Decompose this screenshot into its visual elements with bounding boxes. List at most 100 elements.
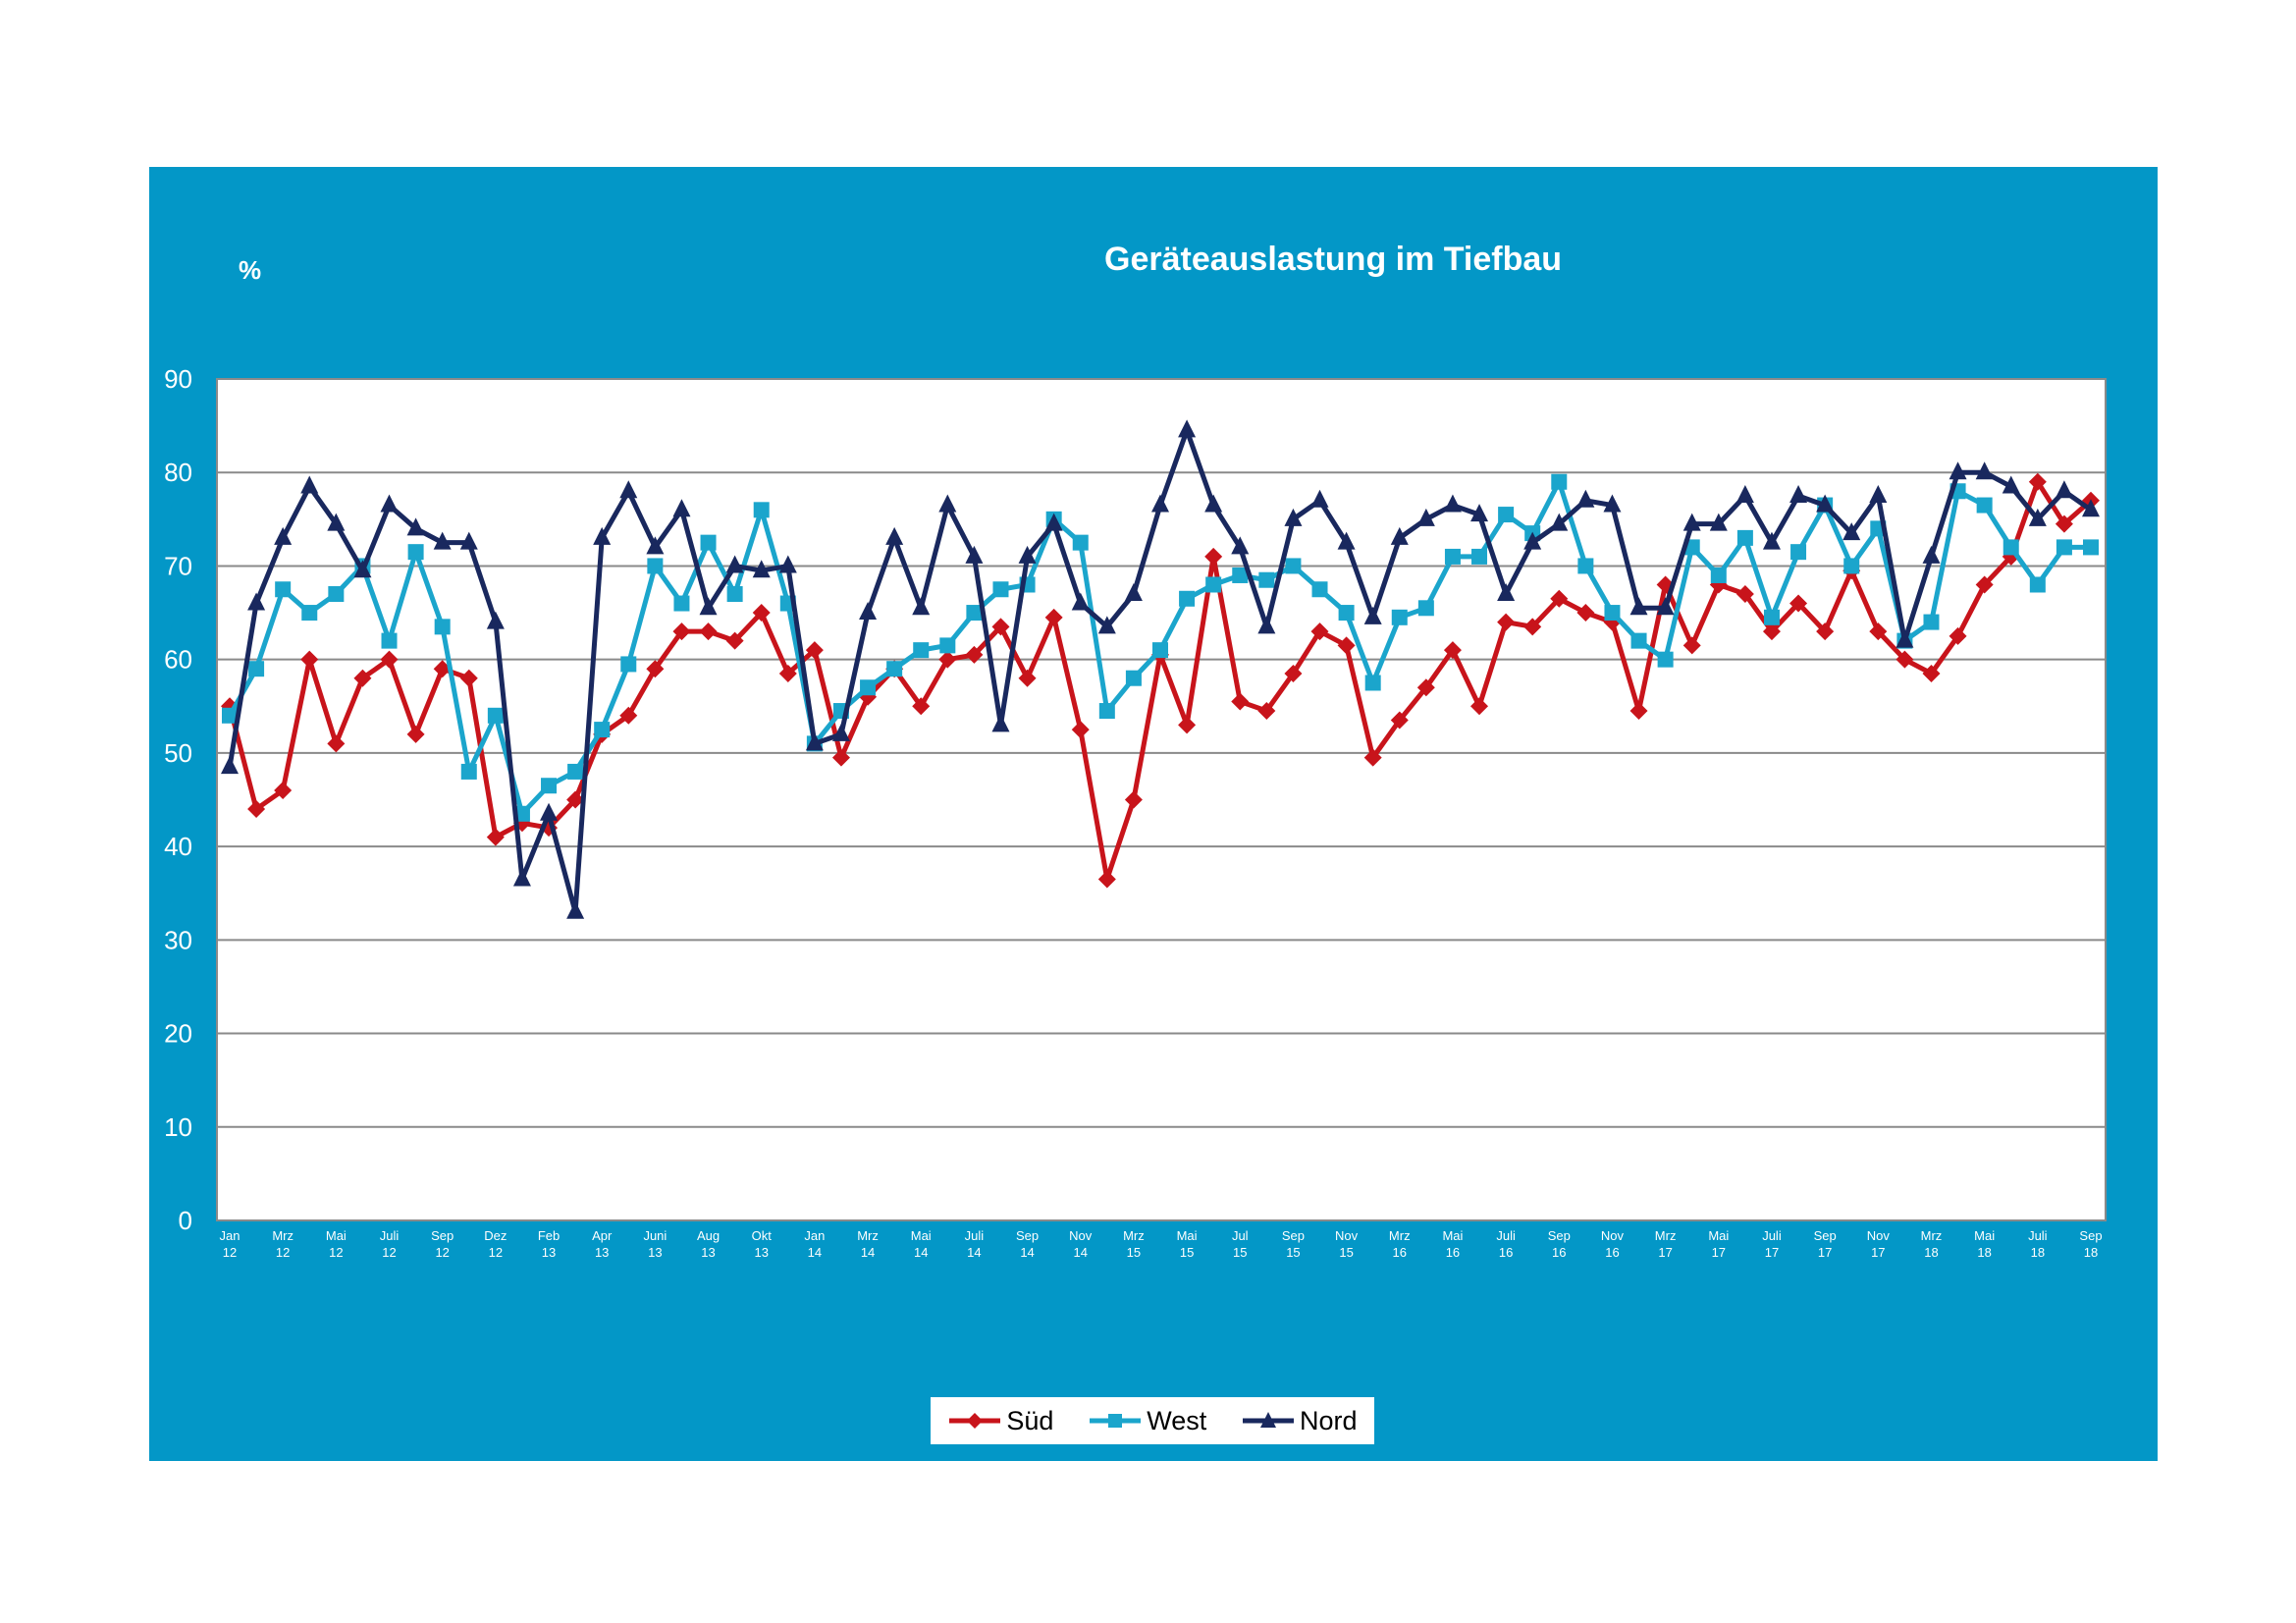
data-point (327, 734, 346, 753)
data-point (1709, 513, 1728, 531)
data-point (1044, 608, 1063, 626)
data-point (1498, 507, 1515, 523)
data-point (1311, 581, 1328, 598)
x-tick-label: 17 (1765, 1245, 1779, 1260)
y-tick-label: 0 (179, 1206, 192, 1235)
x-tick-label: 17 (1818, 1245, 1832, 1260)
x-tick-label: Nov (1335, 1228, 1359, 1243)
data-point (247, 800, 266, 819)
data-point (1417, 600, 1434, 617)
data-point (913, 642, 930, 659)
legend-square-icon (1090, 1414, 1142, 1428)
x-tick-label: Jan (220, 1228, 240, 1243)
x-tick-label: Sep (1016, 1228, 1039, 1243)
data-point (1682, 513, 1701, 531)
data-point (1125, 670, 1142, 686)
data-point (2056, 539, 2072, 556)
data-point (434, 619, 451, 635)
x-tick-label: Juli (380, 1228, 400, 1243)
x-tick-label: 18 (1977, 1245, 1991, 1260)
x-tick-label: 14 (861, 1245, 875, 1260)
x-tick-label: 15 (1339, 1245, 1353, 1260)
data-point (1152, 642, 1168, 659)
data-point (646, 536, 665, 555)
data-point (992, 581, 1009, 598)
x-tick-label: 12 (435, 1245, 449, 1260)
data-point (353, 669, 372, 687)
data-point (275, 581, 292, 598)
x-tick-label: Juli (1496, 1228, 1516, 1243)
data-point (831, 723, 850, 741)
x-tick-label: 12 (382, 1245, 396, 1260)
data-point (406, 517, 425, 536)
x-tick-label: Nov (1069, 1228, 1093, 1243)
y-tick-label: 40 (164, 832, 192, 861)
data-point (593, 526, 612, 545)
data-point (1232, 567, 1249, 583)
data-point (1071, 721, 1090, 739)
x-tick-label: Apr (592, 1228, 613, 1243)
x-tick-label: Mai (1442, 1228, 1463, 1243)
x-tick-label: Mai (326, 1228, 347, 1243)
x-tick-label: 13 (595, 1245, 609, 1260)
data-point (1416, 678, 1435, 697)
data-point (938, 650, 957, 669)
data-point (433, 531, 452, 550)
x-tick-label: Mrz (1389, 1228, 1411, 1243)
data-point (805, 732, 824, 751)
data-point (672, 622, 691, 641)
x-tick-label: Mai (1974, 1228, 1995, 1243)
y-axis-ticks: 0 10 20 30 40 50 60 70 80 90 (164, 364, 192, 1235)
data-point (1869, 622, 1888, 641)
data-point (248, 661, 265, 677)
data-point (938, 494, 957, 513)
data-point (725, 555, 744, 573)
data-point (1391, 609, 1408, 625)
data-point (2029, 576, 2046, 593)
y-tick-label: 10 (164, 1112, 192, 1142)
x-tick-label: 13 (754, 1245, 768, 1260)
data-point (1949, 626, 1967, 645)
legend-diamond-icon (949, 1413, 1001, 1429)
data-point (353, 560, 372, 578)
data-point (566, 900, 585, 919)
data-point (1735, 585, 1754, 604)
legend-label-sued: Süd (1006, 1405, 1054, 1435)
x-tick-label: 18 (2031, 1245, 2045, 1260)
data-point (300, 650, 319, 669)
data-point (1736, 529, 1753, 546)
data-point (1842, 522, 1861, 541)
legend-item-nord: Nord (1241, 1406, 1358, 1436)
data-point (1523, 531, 1542, 550)
x-tick-label: 17 (1871, 1245, 1885, 1260)
data-point (459, 669, 478, 687)
data-point (1630, 632, 1647, 649)
data-point (673, 595, 690, 612)
x-tick-label: 12 (489, 1245, 503, 1260)
x-tick-label: 17 (1712, 1245, 1726, 1260)
data-point (1551, 473, 1568, 490)
data-point (647, 558, 664, 574)
data-point (886, 661, 903, 677)
data-point (700, 534, 717, 551)
x-tick-label: 13 (648, 1245, 662, 1260)
data-point (1922, 545, 1941, 564)
data-point (1816, 494, 1835, 513)
data-point (726, 586, 743, 603)
x-tick-label: Juli (965, 1228, 985, 1243)
x-tick-label: 16 (1499, 1245, 1513, 1260)
data-point (1763, 609, 1780, 625)
x-tick-label: 14 (1020, 1245, 1034, 1260)
series-layer (221, 419, 2100, 919)
data-point (1337, 636, 1356, 655)
data-point (1497, 613, 1516, 631)
data-point (1363, 748, 1382, 767)
data-point (1657, 651, 1674, 668)
x-tick-label: 13 (701, 1245, 715, 1260)
data-point (619, 480, 638, 499)
data-point (1470, 697, 1489, 716)
data-point (1151, 494, 1169, 513)
data-point (1258, 571, 1275, 588)
x-tick-label: 15 (1233, 1245, 1247, 1260)
x-tick-label: Mai (911, 1228, 932, 1243)
